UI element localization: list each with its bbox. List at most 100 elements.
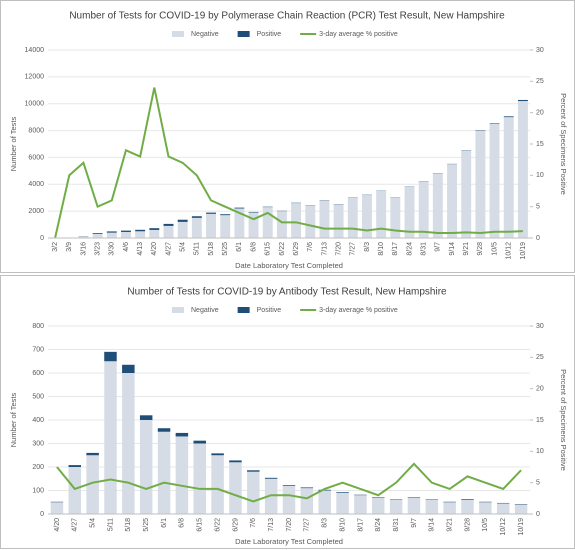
- bar: [503, 116, 514, 118]
- x-tick-label: 6/15: [265, 242, 272, 256]
- bar: [139, 420, 153, 514]
- bar: [220, 215, 231, 238]
- bar: [177, 221, 188, 238]
- y-tick-label: 10000: [25, 101, 45, 108]
- bar: [211, 453, 224, 456]
- legend-label: Negative: [191, 31, 219, 38]
- x-tick-label: 7/6: [307, 242, 314, 252]
- bar: [248, 212, 259, 238]
- bar: [229, 462, 242, 514]
- x-tick-label: 5/4: [180, 242, 187, 252]
- bar: [177, 219, 188, 222]
- bar: [68, 465, 82, 467]
- x-tick-label: 10/5: [491, 242, 498, 256]
- legend-label: 3-day average % positive: [319, 307, 398, 314]
- y2-tick-label: 15: [536, 417, 544, 424]
- x-tick-label: 3/2: [52, 242, 59, 252]
- bar: [193, 443, 206, 514]
- bar: [234, 207, 245, 209]
- y2-tick-label: 25: [536, 354, 544, 361]
- x-tick-label: 5/4: [89, 518, 96, 528]
- bar: [104, 361, 117, 514]
- bar: [122, 364, 135, 373]
- x-tick-label: 8/24: [375, 518, 382, 532]
- y-tick-label: 100: [32, 487, 44, 494]
- bar: [336, 492, 349, 493]
- x-tick-label: 4/27: [72, 518, 79, 532]
- y2-tick-label: 20: [536, 110, 544, 117]
- bar: [50, 502, 64, 514]
- x-tick-label: 10/12: [500, 518, 507, 536]
- bar: [318, 489, 331, 491]
- bar: [234, 208, 245, 238]
- x-tick-label: 8/3: [322, 518, 329, 528]
- bar: [425, 499, 439, 514]
- y-tick-label: 300: [32, 440, 44, 447]
- bar: [247, 471, 260, 514]
- x-axis-title: Date Laboratory Test Completed: [235, 261, 343, 270]
- bar: [354, 495, 367, 514]
- x-tick-label: 9/21: [463, 242, 470, 256]
- bar: [447, 164, 457, 238]
- x-tick-label: 5/25: [222, 242, 229, 256]
- y2-tick-label: 15: [536, 141, 544, 148]
- y-tick-label: 0: [40, 511, 44, 518]
- x-tick-label: 6/8: [250, 242, 257, 252]
- x-tick-label: 10/5: [482, 518, 489, 532]
- y-axis-title: Number of Tests: [9, 117, 18, 172]
- legend-label: Negative: [191, 307, 219, 314]
- bar: [432, 173, 443, 238]
- x-tick-label: 5/25: [143, 518, 150, 532]
- legend-swatch: [237, 31, 250, 37]
- bar: [489, 123, 500, 124]
- x-tick-label: 6/22: [214, 518, 221, 532]
- x-tick-label: 9/7: [411, 518, 418, 528]
- y2-tick-label: 30: [536, 47, 544, 54]
- x-tick-label: 8/3: [364, 242, 371, 252]
- bar: [157, 431, 171, 514]
- bar: [163, 225, 174, 238]
- bar: [135, 231, 146, 238]
- y2-tick-label: 0: [536, 235, 540, 242]
- x-tick-label: 3/30: [109, 242, 116, 256]
- y-tick-label: 12000: [25, 74, 45, 81]
- legend-swatch: [237, 307, 250, 313]
- bar: [503, 117, 514, 238]
- x-tick-label: 8/31: [421, 242, 428, 256]
- bar: [264, 478, 278, 514]
- legend-swatch: [172, 31, 184, 37]
- y-tick-label: 6000: [28, 154, 44, 161]
- y2-axis-title: Percent of Specimens Positive: [559, 93, 568, 195]
- x-tick-label: 5/18: [208, 242, 215, 256]
- bar: [496, 503, 510, 514]
- bar: [319, 200, 330, 238]
- bar: [122, 373, 135, 514]
- bar: [229, 460, 242, 463]
- bar: [475, 130, 486, 238]
- y-tick-label: 600: [32, 370, 44, 377]
- y-tick-label: 500: [32, 393, 44, 400]
- x-tick-label: 7/20: [286, 518, 293, 532]
- legend-label: Positive: [257, 307, 282, 314]
- bar: [461, 499, 474, 500]
- x-tick-label: 9/28: [477, 242, 484, 256]
- bar: [247, 470, 260, 472]
- bar: [514, 504, 528, 514]
- x-tick-label: 7/13: [268, 518, 275, 532]
- bar: [390, 197, 401, 238]
- y-axis-title: Number of Tests: [9, 393, 18, 448]
- bar: [78, 236, 89, 238]
- bar: [333, 204, 344, 238]
- bar: [206, 213, 216, 238]
- bar: [104, 351, 117, 362]
- x-tick-label: 7/27: [350, 242, 357, 256]
- bar: [157, 428, 171, 432]
- x-tick-label: 5/18: [125, 518, 132, 532]
- bar: [489, 123, 500, 238]
- x-tick-label: 9/14: [449, 242, 456, 256]
- x-tick-label: 6/22: [279, 242, 286, 256]
- x-tick-label: 9/28: [464, 518, 471, 532]
- y2-tick-label: 20: [536, 386, 544, 393]
- x-tick-label: 8/17: [392, 242, 399, 256]
- x-tick-label: 6/1: [236, 242, 243, 252]
